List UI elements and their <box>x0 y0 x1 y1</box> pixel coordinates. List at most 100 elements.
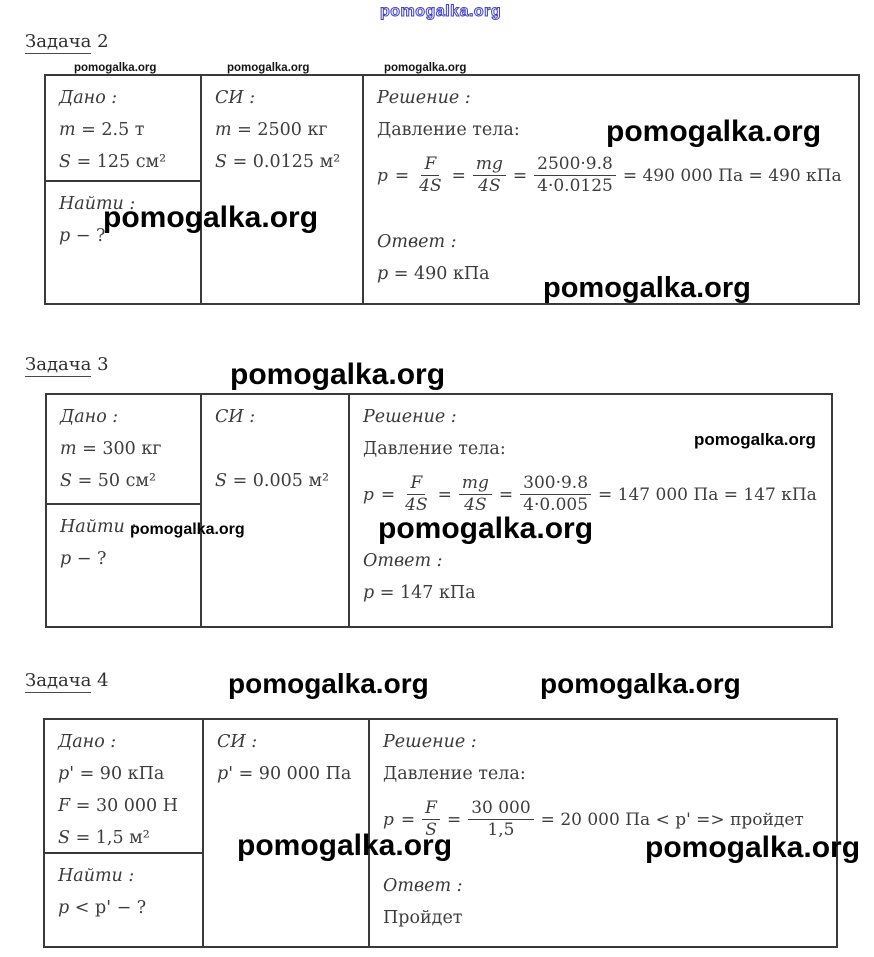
given-column: Дано : p' = 90 кПа F = 30 000 Н S = 1,5 … <box>45 720 204 946</box>
find-cell: Найти : p − ? <box>47 505 200 575</box>
denominator: S <box>425 820 437 841</box>
watermark: pomogalka.org <box>237 829 453 862</box>
formula-result: = 147 000 Па = 147 кПа <box>598 484 817 505</box>
equals-sign: = <box>400 809 416 830</box>
formula-lhs: p <box>363 484 374 505</box>
formula-result: = 20 000 Па < p' => пройдет <box>540 809 804 830</box>
solution-intro: Давление тела: <box>383 764 526 784</box>
watermark-top-blue: pomogalka.org <box>379 3 502 21</box>
watermark: pomogalka.org <box>230 358 446 391</box>
si-line: S = 0.0125 м² <box>215 152 341 172</box>
si-column: СИ : p' = 90 000 Па <box>204 720 370 946</box>
equals-sign: = <box>437 484 452 505</box>
problem-3-table: Дано : m = 300 кг S = 50 см² Найти : p −… <box>45 393 833 628</box>
solution-label: Решение : <box>363 407 457 427</box>
equals-sign: = <box>394 165 410 186</box>
si-label: СИ : <box>215 407 256 427</box>
find-cell: Найти : p < p' − ? <box>45 854 202 924</box>
solution-label: Решение : <box>377 88 471 108</box>
watermark: pomogalka.org <box>543 272 751 304</box>
formula-lhs: p <box>383 809 394 830</box>
given-cell: Дано : m = 2.5 т S = 125 см² <box>46 76 200 182</box>
numerator: 2500·9.8 <box>534 154 616 177</box>
watermark: pomogalka.org <box>130 521 245 538</box>
numerator: F <box>422 798 440 821</box>
si-column: СИ : S = 0.005 м² <box>202 395 350 626</box>
denominator: 4S <box>464 495 487 516</box>
denominator: 4S <box>478 176 501 197</box>
task-3-heading: Задача 3 <box>25 354 109 377</box>
problem-2-table: Дано : m = 2.5 т S = 125 см² Найти : p −… <box>44 74 860 305</box>
answer-line: p = 147 кПа <box>363 582 476 603</box>
watermark: pomogalka.org <box>227 62 310 74</box>
formula-result: = 490 000 Па = 490 кПа <box>622 165 842 186</box>
denominator: 4S <box>419 176 442 197</box>
given-line: m = 300 кг <box>60 439 162 459</box>
task-4-title-number: 4 <box>97 670 109 691</box>
watermark: pomogalka.org <box>540 668 741 699</box>
pressure-formula: p = F 4S = mg 4S = 300·9.8 4·0.005 = 147 00… <box>363 473 827 517</box>
fraction-numeric: 300·9.8 4·0.005 <box>520 473 592 517</box>
given-column: Дано : m = 2.5 т S = 125 см² Найти : p −… <box>46 76 202 303</box>
find-line: p − ? <box>59 226 106 246</box>
watermark: pomogalka.org <box>694 430 816 449</box>
fraction-F-4S: F 4S <box>416 154 444 198</box>
si-column: СИ : m = 2500 кг S = 0.0125 м² <box>202 76 364 303</box>
numerator: F <box>407 473 426 496</box>
si-label: СИ : <box>215 88 256 108</box>
task-2-title-word: Задача <box>25 31 92 54</box>
si-line: m = 2500 кг <box>215 120 328 140</box>
task-3-title-number: 3 <box>97 354 109 375</box>
denominator: 1,5 <box>487 820 515 841</box>
given-line: S = 1,5 м² <box>58 828 150 848</box>
watermark: pomogalka.org <box>384 62 467 74</box>
given-column: Дано : m = 300 кг S = 50 см² Найти : p −… <box>47 395 202 626</box>
given-label: Дано : <box>60 407 119 427</box>
numerator: mg <box>472 154 506 177</box>
find-line: p < p' − ? <box>58 898 147 918</box>
find-label: Найти : <box>60 517 137 537</box>
given-line: m = 2.5 т <box>59 120 145 140</box>
equals-sign: = <box>498 484 514 505</box>
si-line: S = 0.005 м² <box>215 471 330 491</box>
denominator: 4·0.005 <box>523 495 589 516</box>
denominator: 4S <box>405 495 428 516</box>
answer-label: Ответ : <box>363 550 443 571</box>
equals-sign: = <box>380 484 396 505</box>
solution-intro: Давление тела: <box>363 439 506 459</box>
equals-sign: = <box>451 165 466 186</box>
numerator: 30 000 <box>468 798 534 821</box>
numerator: 300·9.8 <box>520 473 592 496</box>
si-line: p' = 90 000 Па <box>217 764 352 784</box>
watermark: pomogalka.org <box>74 62 157 74</box>
task-2-heading: Задача 2 <box>25 31 109 54</box>
given-label: Дано : <box>58 732 117 752</box>
solution-intro: Давление тела: <box>377 120 520 140</box>
task-2-title-number: 2 <box>97 31 109 52</box>
given-line: p' = 90 кПа <box>58 764 165 784</box>
answer-line: Пройдет <box>383 907 463 928</box>
denominator: 4·0.0125 <box>537 176 613 197</box>
watermark: pomogalka.org <box>228 668 429 699</box>
find-label: Найти : <box>59 194 136 214</box>
watermark: pomogalka.org <box>645 831 861 864</box>
fraction-F-4S: F 4S <box>402 473 430 517</box>
watermark: pomogalka.org <box>606 115 822 148</box>
answer-line: p = 490 кПа <box>377 263 490 284</box>
fraction-numeric: 30 000 1,5 <box>468 798 534 842</box>
solution-column: Решение : Давление тела: p = F 4S = mg 4S … <box>350 395 831 626</box>
si-label: СИ : <box>217 732 258 752</box>
answer-label: Ответ : <box>383 875 463 896</box>
problem-4-table: Дано : p' = 90 кПа F = 30 000 Н S = 1,5 … <box>43 718 838 948</box>
fraction-numeric: 2500·9.8 4·0.0125 <box>534 154 616 198</box>
fraction-mg-4S: mg 4S <box>458 473 492 517</box>
find-label: Найти : <box>58 866 135 886</box>
given-cell: Дано : p' = 90 кПа F = 30 000 Н S = 1,5 … <box>45 720 202 854</box>
given-line: S = 125 см² <box>59 152 167 172</box>
find-line: p − ? <box>60 549 107 569</box>
given-line: S = 50 см² <box>60 471 157 491</box>
equals-sign: = <box>512 165 528 186</box>
